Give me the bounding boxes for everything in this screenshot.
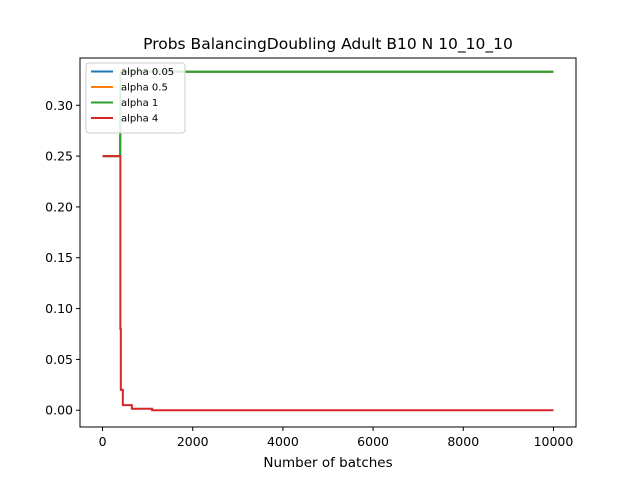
legend-label: alpha 1 xyxy=(121,98,158,109)
y-tick-label: 0.20 xyxy=(45,199,73,214)
y-tick-label: 0.15 xyxy=(45,250,73,265)
legend-box xyxy=(85,62,186,134)
x-tick-label: 2000 xyxy=(177,434,209,449)
x-tick-label: 4000 xyxy=(267,434,299,449)
y-axis: 0.00 0.05 0.10 0.15 0.20 0.25 0.30 xyxy=(45,98,80,418)
x-tick-label: 0 xyxy=(99,434,107,449)
plot-frame xyxy=(79,57,577,428)
x-tick-label: 6000 xyxy=(357,434,389,449)
legend-label: alpha 0.05 xyxy=(121,67,174,78)
x-axis-title: Number of batches xyxy=(263,455,392,471)
legend: alpha 0.05 alpha 0.5 alpha 1 alpha 4 xyxy=(85,62,186,134)
y-tick-label: 0.05 xyxy=(45,352,73,367)
y-tick-label: 0.00 xyxy=(45,403,73,418)
legend-label: alpha 0.5 xyxy=(121,83,168,94)
x-tick-label: 8000 xyxy=(447,434,479,449)
chart-title: Probs BalancingDoubling Adult B10 N 10_1… xyxy=(143,35,513,54)
legend-label: alpha 4 xyxy=(121,114,158,125)
y-tick-label: 0.30 xyxy=(45,98,73,113)
x-tick-label: 10000 xyxy=(534,434,574,449)
series-line-4 xyxy=(102,155,554,412)
x-axis: 0 2000 4000 6000 8000 10000 xyxy=(99,427,574,449)
y-tick-label: 0.25 xyxy=(45,149,73,164)
y-tick-label: 0.10 xyxy=(45,301,73,316)
